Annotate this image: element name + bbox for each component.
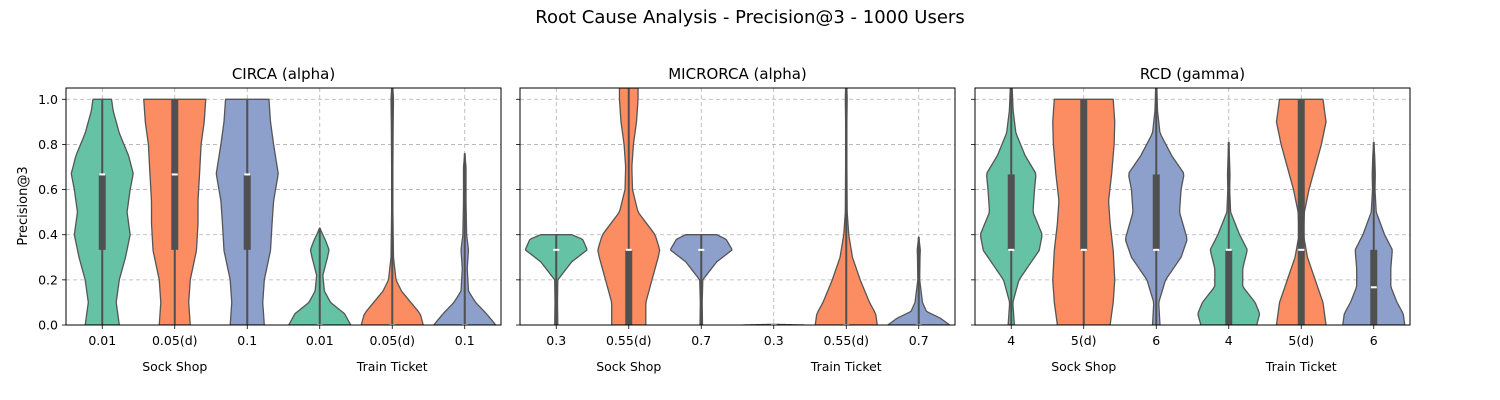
figure-title: Root Cause Analysis - Precision@3 - 1000…	[535, 7, 964, 28]
x-tick-label: 0.55(d)	[606, 333, 652, 348]
x-tick-label: 6	[1370, 333, 1378, 348]
x-tick-label: 0.05(d)	[152, 333, 198, 348]
iqr-box	[625, 249, 633, 325]
x-tick-label: 4	[1007, 333, 1015, 348]
group-label: Train Ticket	[1265, 359, 1337, 374]
x-tick-label: 0.3	[546, 333, 566, 348]
iqr-box	[1225, 249, 1233, 325]
x-tick-label: 0.01	[306, 333, 334, 348]
x-tick-label: 0.1	[237, 333, 257, 348]
x-tick-label: 6	[1152, 333, 1160, 348]
x-tick-label: 0.3	[764, 333, 784, 348]
x-tick-label: 0.7	[691, 333, 711, 348]
iqr-box	[1297, 99, 1305, 325]
x-tick-label: 0.55(d)	[823, 333, 869, 348]
iqr-box	[1152, 174, 1160, 250]
x-tick-label: 5(d)	[1071, 333, 1097, 348]
iqr-box	[1007, 174, 1015, 250]
y-tick-label: 0.4	[38, 227, 58, 242]
y-tick-label: 0.0	[38, 318, 58, 333]
x-tick-label: 0.05(d)	[369, 333, 415, 348]
violins	[525, 88, 951, 325]
group-label: Train Ticket	[810, 359, 882, 374]
iqr-box	[98, 174, 106, 250]
group-label: Sock Shop	[1051, 359, 1116, 374]
group-label: Train Ticket	[356, 359, 428, 374]
panel-3: 4 5(d) 6 4 5(d) 6 Sock Shop Train Ticket RCD (ga…	[971, 65, 1411, 374]
y-axis-label: Precision@3	[16, 166, 31, 245]
x-tick-label: 0.01	[88, 333, 116, 348]
panel-title: CIRCA (alpha)	[232, 65, 335, 83]
y-tick-label: 0.8	[38, 137, 58, 152]
iqr-box	[1080, 99, 1088, 250]
group-label: Sock Shop	[142, 359, 207, 374]
panel-title: MICRORCA (alpha)	[668, 65, 807, 83]
x-tick-label: 0.7	[909, 333, 929, 348]
violins	[980, 88, 1406, 325]
x-tick-label: 5(d)	[1288, 333, 1314, 348]
y-tick-label: 0.2	[38, 272, 58, 287]
x-tick-label: 4	[1225, 333, 1233, 348]
y-tick-label: 1.0	[38, 92, 58, 107]
violins	[70, 88, 497, 325]
iqr-box	[243, 174, 251, 250]
group-label: Sock Shop	[596, 359, 661, 374]
panel-2: 0.3 0.55(d) 0.7 0.3 0.55(d) 0.7 Sock Shop Train…	[516, 65, 956, 374]
axes-frame	[65, 87, 502, 326]
panel-title: RCD (gamma)	[1140, 65, 1245, 83]
panel-1: 0.01 0.05(d) 0.1 0.01 0.05(d) 0.1 Sock Shop Tra…	[38, 65, 502, 374]
axes-frame	[519, 87, 956, 326]
x-tick-label: 0.1	[455, 333, 475, 348]
axes-frame	[974, 87, 1411, 326]
y-tick-label: 0.6	[38, 182, 58, 197]
